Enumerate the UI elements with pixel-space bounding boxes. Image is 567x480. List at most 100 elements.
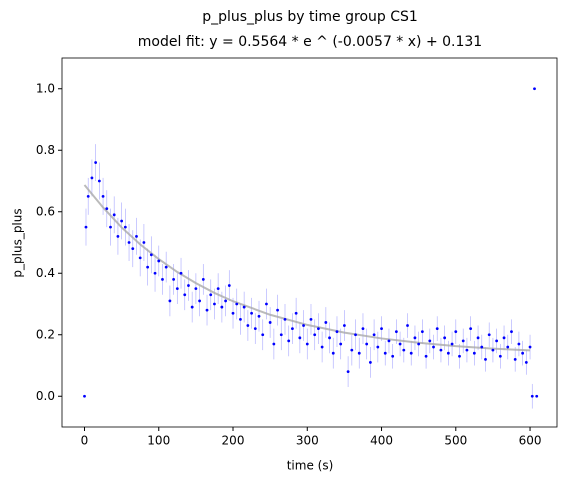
x-tick-label: 100 bbox=[147, 434, 170, 448]
point bbox=[305, 342, 309, 346]
fit-line bbox=[83, 184, 531, 352]
point bbox=[135, 234, 138, 238]
point bbox=[209, 293, 213, 297]
point bbox=[498, 354, 502, 358]
point bbox=[302, 324, 305, 327]
point bbox=[257, 314, 261, 318]
point bbox=[402, 348, 406, 352]
point bbox=[335, 330, 339, 334]
point bbox=[157, 259, 161, 263]
point bbox=[279, 333, 283, 337]
point bbox=[127, 241, 131, 244]
y-tick-label: 0.4 bbox=[36, 266, 55, 280]
point bbox=[372, 333, 376, 337]
point bbox=[530, 394, 534, 398]
point bbox=[439, 348, 443, 352]
point bbox=[328, 336, 331, 340]
point bbox=[487, 333, 491, 337]
point bbox=[276, 308, 279, 312]
point bbox=[458, 354, 461, 358]
point bbox=[324, 321, 328, 324]
point bbox=[86, 194, 90, 198]
point bbox=[183, 293, 187, 297]
point bbox=[524, 361, 528, 364]
point bbox=[164, 265, 168, 269]
point bbox=[201, 278, 205, 281]
point bbox=[190, 305, 194, 309]
x-tick-label: 200 bbox=[222, 434, 245, 448]
point bbox=[194, 287, 198, 291]
point bbox=[239, 317, 242, 321]
point bbox=[506, 345, 510, 349]
point bbox=[161, 278, 164, 281]
point bbox=[484, 357, 487, 361]
point bbox=[213, 302, 216, 306]
point bbox=[198, 299, 201, 303]
point bbox=[227, 284, 231, 287]
point bbox=[357, 351, 361, 355]
point bbox=[391, 354, 395, 358]
point bbox=[383, 351, 387, 355]
point bbox=[339, 342, 343, 346]
point bbox=[220, 305, 224, 309]
point bbox=[83, 394, 86, 398]
plot-frame bbox=[61, 57, 558, 428]
point bbox=[138, 256, 142, 260]
point bbox=[309, 317, 313, 321]
point bbox=[142, 241, 146, 244]
point bbox=[528, 345, 532, 349]
point bbox=[354, 333, 357, 337]
x-tick-label: 600 bbox=[519, 434, 542, 448]
point bbox=[90, 176, 94, 180]
point bbox=[168, 299, 172, 303]
point bbox=[461, 339, 465, 343]
point bbox=[517, 342, 521, 346]
x-tick-label: 300 bbox=[296, 434, 319, 448]
point bbox=[469, 327, 473, 330]
x-tick-label: 500 bbox=[444, 434, 467, 448]
point bbox=[112, 213, 116, 217]
point bbox=[317, 327, 320, 330]
point bbox=[454, 330, 458, 334]
point bbox=[320, 345, 324, 349]
point bbox=[521, 351, 525, 355]
point bbox=[109, 225, 112, 229]
point bbox=[287, 339, 291, 343]
y-tick-label: 1.0 bbox=[36, 81, 55, 95]
point bbox=[149, 253, 153, 257]
point bbox=[495, 339, 499, 343]
x-tick-label: 0 bbox=[81, 434, 89, 448]
point bbox=[175, 287, 179, 291]
y-tick-label: 0.0 bbox=[36, 389, 55, 403]
point bbox=[343, 324, 346, 327]
point bbox=[428, 339, 432, 343]
point bbox=[216, 287, 220, 291]
y-tick-label: 0.6 bbox=[36, 204, 55, 218]
point bbox=[123, 225, 127, 229]
point bbox=[331, 351, 335, 355]
point bbox=[450, 342, 454, 346]
x-tick-label: 400 bbox=[370, 434, 393, 448]
point bbox=[398, 342, 402, 346]
point bbox=[446, 351, 450, 355]
point bbox=[153, 271, 157, 275]
point bbox=[417, 342, 421, 346]
y-tick-label: 0.8 bbox=[36, 143, 55, 157]
point bbox=[535, 394, 539, 398]
point bbox=[413, 336, 417, 340]
point bbox=[84, 225, 88, 229]
point bbox=[298, 336, 302, 340]
point bbox=[502, 336, 506, 340]
point bbox=[380, 327, 383, 330]
point bbox=[376, 345, 380, 349]
point bbox=[361, 327, 365, 330]
point bbox=[250, 311, 253, 315]
chart-subtitle: model fit: y = 0.5564 * e ^ (-0.0057 * x… bbox=[138, 34, 482, 50]
point bbox=[101, 194, 105, 198]
point bbox=[246, 324, 250, 327]
point bbox=[187, 284, 190, 287]
point bbox=[146, 265, 150, 269]
point bbox=[105, 207, 109, 211]
point bbox=[409, 351, 413, 355]
point bbox=[272, 342, 276, 346]
